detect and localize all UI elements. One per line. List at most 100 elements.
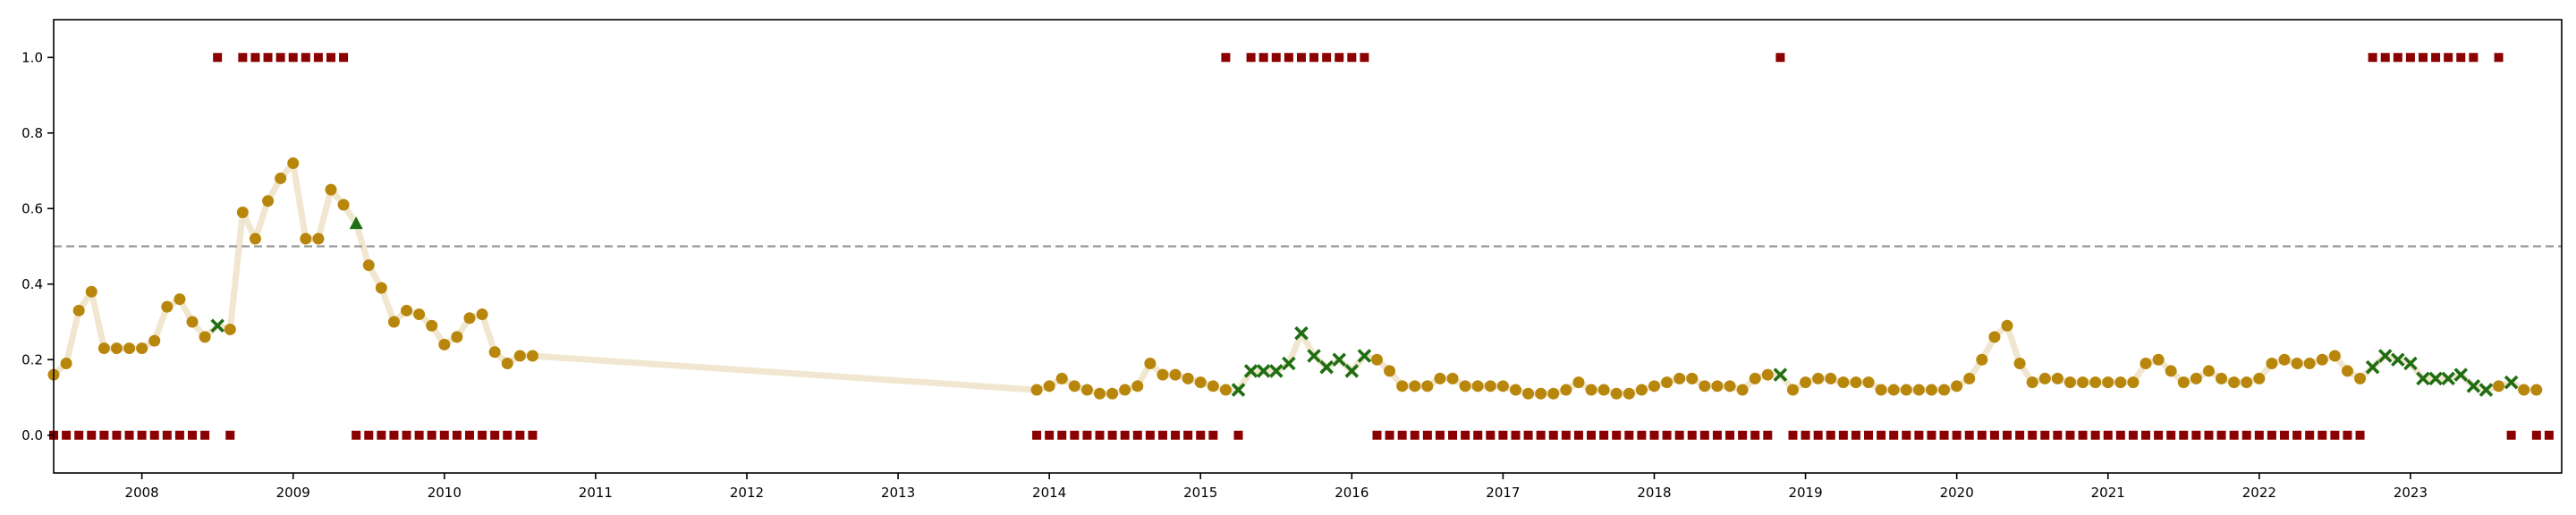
cross-marker <box>1256 364 1271 378</box>
signal-square <box>275 53 285 63</box>
signal-square <box>2318 430 2327 440</box>
score-point <box>2165 365 2177 377</box>
score-point <box>2140 357 2152 369</box>
score-point <box>463 312 476 325</box>
plot-frame <box>53 19 2563 474</box>
signal-square <box>2103 430 2113 440</box>
signal-square <box>1221 53 1231 63</box>
score-point <box>1585 384 1597 396</box>
signal-square <box>389 430 399 440</box>
signal-square <box>352 430 361 440</box>
signal-square <box>1725 430 1735 440</box>
score-point <box>1496 380 1509 393</box>
signal-square <box>1057 430 1067 440</box>
signal-square <box>2241 430 2251 440</box>
signal-square <box>1587 430 1597 440</box>
signal-square <box>528 430 538 440</box>
score-point <box>1862 376 1875 389</box>
signal-square <box>1523 430 1533 440</box>
score-point <box>1800 376 1812 389</box>
signal-square <box>2229 430 2239 440</box>
score-point <box>401 304 413 317</box>
signal-square <box>1498 430 1508 440</box>
cross-stroke <box>2391 352 2405 367</box>
score-point <box>1169 368 1182 381</box>
signal-square <box>1309 53 1319 63</box>
signal-square <box>2494 53 2504 63</box>
score-point <box>1724 380 1736 393</box>
cross-marker <box>2466 379 2481 393</box>
signal-square <box>149 430 159 440</box>
signal-square <box>263 53 273 63</box>
score-point <box>426 319 438 332</box>
score-point <box>526 350 538 362</box>
signal-square <box>1624 430 1634 440</box>
signal-square <box>2090 430 2100 440</box>
score-point <box>2241 376 2253 389</box>
score-point <box>1509 384 1521 396</box>
signal-square <box>62 430 72 440</box>
score-point <box>236 206 249 218</box>
score-point <box>1194 376 1207 389</box>
cross-marker <box>1344 364 1360 378</box>
score-point <box>337 198 350 211</box>
signal-square <box>339 53 349 63</box>
signal-square <box>1107 430 1117 440</box>
signal-square <box>478 430 487 440</box>
cross-stroke <box>1344 364 1360 378</box>
signal-square <box>464 430 474 440</box>
signal-square <box>2456 53 2466 63</box>
x-tick-label: 2022 <box>2242 485 2276 501</box>
score-point <box>2216 372 2228 384</box>
score-point <box>1421 380 1434 393</box>
score-point <box>1963 372 1976 384</box>
score-point <box>1547 387 1560 400</box>
score-point <box>148 334 161 347</box>
score-point <box>97 342 110 355</box>
signal-square <box>2254 430 2264 440</box>
signal-square <box>2393 53 2402 63</box>
score-point <box>174 293 186 306</box>
signal-square <box>1372 430 1382 440</box>
signal-square <box>1347 53 1357 63</box>
signal-square <box>1410 430 1419 440</box>
marker-layer <box>47 53 2554 440</box>
signal-square <box>99 430 109 440</box>
signal-square <box>301 53 310 63</box>
score-point <box>1522 387 1535 400</box>
score-point <box>161 300 174 313</box>
signal-square <box>2015 430 2025 440</box>
signal-square <box>1536 430 1546 440</box>
cross-marker <box>2479 383 2494 397</box>
score-point <box>60 357 72 369</box>
score-point <box>2077 376 2089 389</box>
signal-square <box>2115 430 2125 440</box>
score-point <box>1648 380 1660 393</box>
signal-square <box>490 430 500 440</box>
signal-square <box>124 430 134 440</box>
signal-square <box>2216 430 2226 440</box>
x-tick-label: 2023 <box>2394 485 2428 501</box>
signal-square <box>1397 430 1407 440</box>
score-point <box>1157 368 1169 381</box>
cross-stroke <box>1307 349 1321 363</box>
signal-square <box>1322 53 1332 63</box>
signal-square <box>137 430 147 440</box>
signal-square <box>1183 430 1193 440</box>
score-point <box>2328 350 2341 362</box>
score-point <box>2316 353 2328 366</box>
signal-square <box>1738 430 1748 440</box>
score-point <box>2063 376 2076 389</box>
signal-square <box>1989 430 1999 440</box>
signal-square <box>503 430 513 440</box>
score-point <box>1623 387 1635 400</box>
signal-square <box>1637 430 1647 440</box>
signal-square <box>1599 430 1609 440</box>
x-tick-label: 2010 <box>428 485 462 501</box>
signal-square <box>2419 53 2428 63</box>
score-point <box>1055 372 1068 384</box>
cross-stroke <box>2428 371 2443 386</box>
score-point <box>2228 376 2241 389</box>
cross-marker <box>2428 371 2443 386</box>
signal-square <box>225 430 235 440</box>
